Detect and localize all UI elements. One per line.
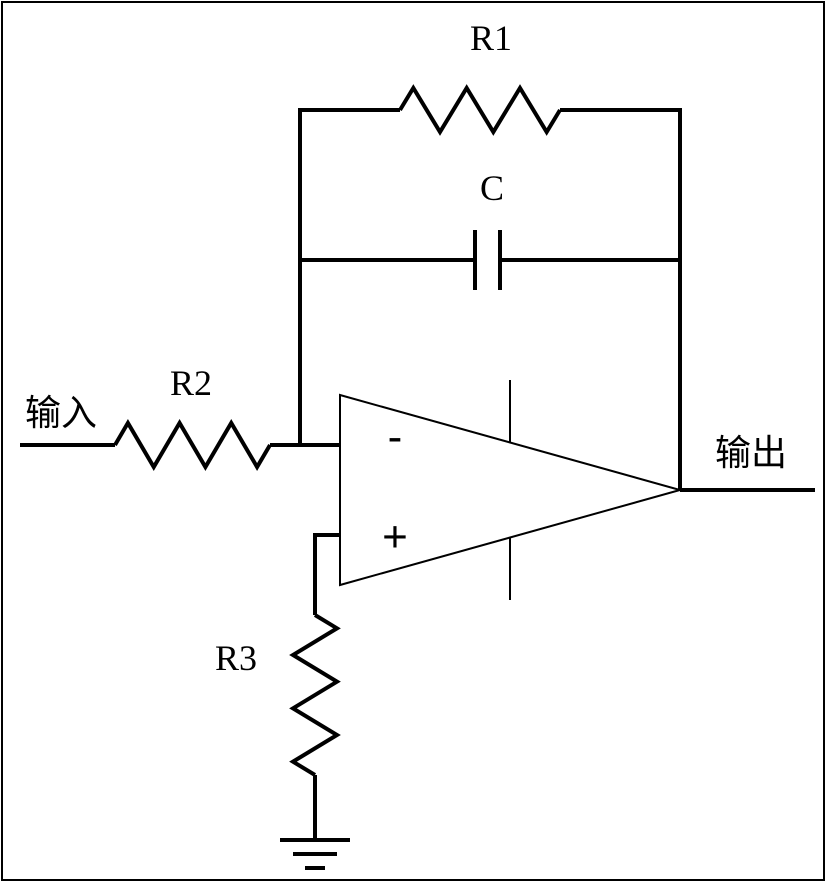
- node-up-to-r1-left: [300, 110, 400, 445]
- r3-resistor: [293, 615, 337, 775]
- r3-label: R3: [215, 638, 257, 678]
- capacitor-label: C: [480, 168, 504, 208]
- circuit-diagram: R1 R2 R3 C - + 输入输出: [0, 0, 826, 893]
- r1-right-to-output: [560, 110, 680, 490]
- plus-to-r3: [315, 535, 340, 615]
- r2-resistor: [115, 423, 270, 467]
- opamp-minus-icon: -: [388, 413, 403, 462]
- output-label: 输出: [715, 433, 787, 473]
- r1-label: R1: [470, 18, 512, 58]
- opamp-plus-icon: +: [382, 513, 408, 562]
- input-label: 输入: [25, 393, 97, 433]
- r1-resistor: [400, 88, 560, 132]
- r2-label: R2: [170, 363, 212, 403]
